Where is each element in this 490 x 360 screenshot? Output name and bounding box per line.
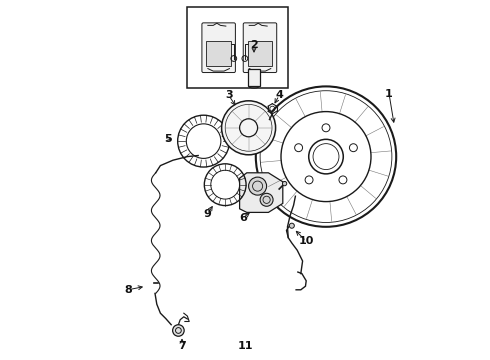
Circle shape: [221, 101, 275, 155]
Text: 7: 7: [178, 341, 186, 351]
Circle shape: [289, 223, 294, 228]
Text: 4: 4: [275, 90, 283, 100]
Text: 9: 9: [203, 209, 211, 219]
Text: 2: 2: [250, 40, 258, 50]
Bar: [187, 7, 288, 88]
Text: 6: 6: [239, 213, 247, 223]
Text: 3: 3: [225, 90, 233, 100]
Text: 10: 10: [298, 236, 314, 246]
Bar: [248, 69, 260, 86]
Polygon shape: [240, 173, 283, 212]
FancyBboxPatch shape: [202, 23, 235, 73]
Circle shape: [172, 325, 184, 336]
Text: 5: 5: [164, 134, 171, 144]
Bar: [206, 40, 231, 66]
Text: 8: 8: [124, 285, 132, 295]
FancyBboxPatch shape: [243, 23, 277, 73]
Circle shape: [248, 177, 267, 195]
Circle shape: [260, 193, 273, 206]
Text: 1: 1: [385, 89, 393, 99]
Bar: [248, 40, 272, 66]
Text: 11: 11: [237, 341, 253, 351]
Circle shape: [282, 181, 287, 186]
